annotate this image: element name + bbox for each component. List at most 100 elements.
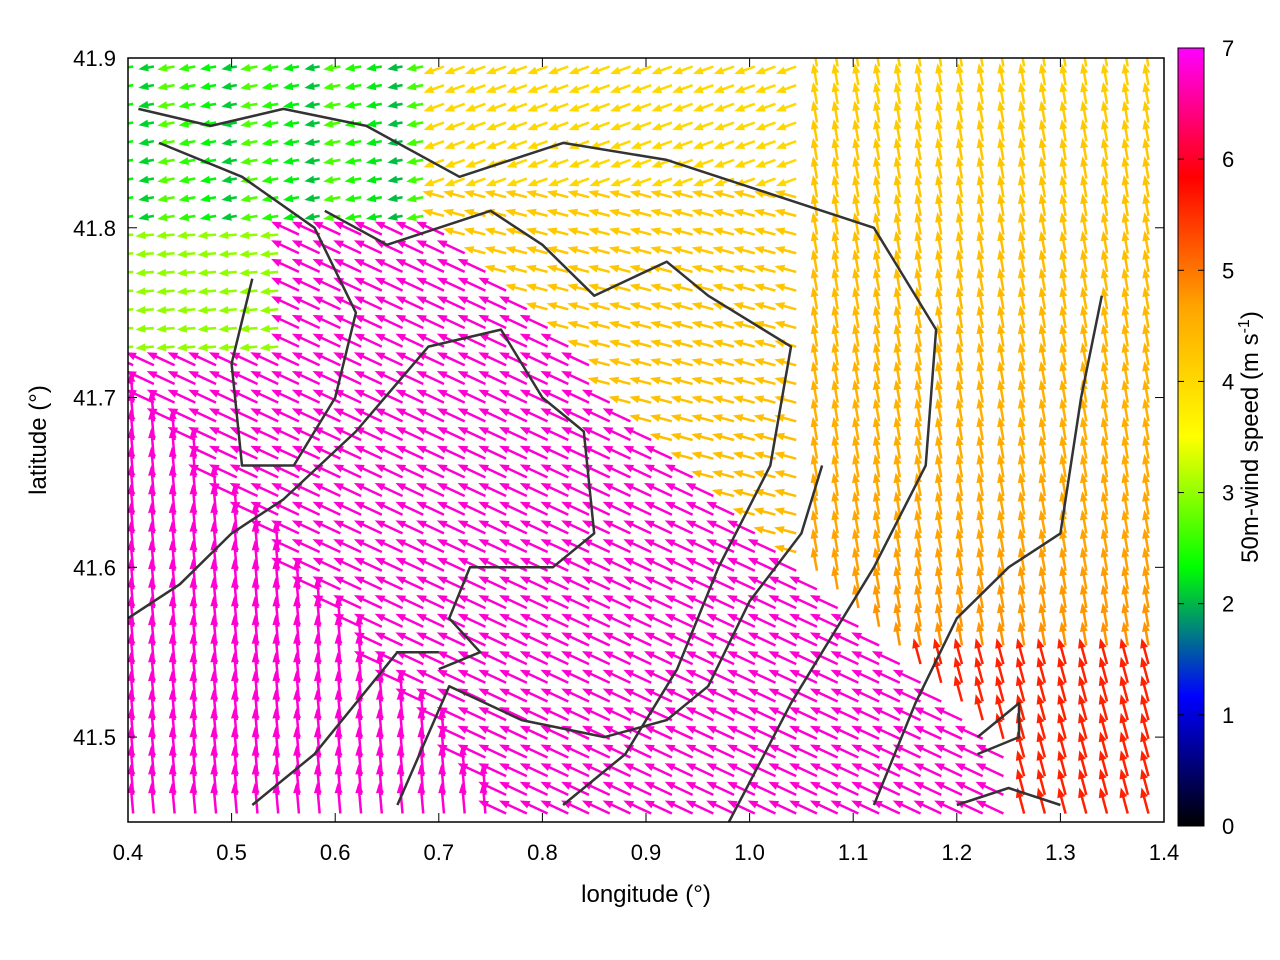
colorbar-tick-label: 2 <box>1222 592 1234 617</box>
wind-arrow-head <box>732 395 744 404</box>
wind-arrow-head <box>1038 249 1047 260</box>
wind-arrow-head <box>602 483 614 491</box>
wind-arrow-head <box>395 688 407 697</box>
wind-arrow-head <box>457 258 469 267</box>
wind-arrow-head <box>396 670 405 682</box>
wind-arrow-head <box>561 445 572 454</box>
wind-arrow-head <box>499 744 510 753</box>
wind-arrow-head <box>602 445 614 454</box>
wind-arrow-head <box>1142 81 1151 93</box>
y-tick-label: 41.8 <box>73 216 116 241</box>
wind-arrow-head <box>650 302 661 310</box>
wind-arrow-head <box>138 213 149 221</box>
wind-arrow-head <box>261 82 273 91</box>
wind-arrow-head <box>753 283 765 292</box>
wind-arrow-head <box>706 781 717 790</box>
wind-arrow-head <box>871 744 883 753</box>
wind-arrow-head <box>387 119 398 128</box>
wind-arrow-head <box>457 707 469 715</box>
wind-arrow-head <box>1140 638 1148 649</box>
wind-arrow-head <box>610 104 621 112</box>
wind-arrow-head <box>229 501 241 510</box>
wind-arrow-head <box>852 565 860 577</box>
wind-arrow-head <box>810 509 819 521</box>
wind-arrow-head <box>333 333 344 342</box>
wind-arrow-head <box>1057 787 1066 799</box>
wind-arrow-head <box>753 320 765 329</box>
wind-arrow-head <box>519 800 531 809</box>
wind-arrow-head <box>291 557 303 566</box>
wind-arrow-head <box>830 781 842 790</box>
wind-arrow-head <box>353 501 365 510</box>
wind-arrow-head <box>1059 454 1068 465</box>
wind-arrow-head <box>353 352 365 361</box>
wind-arrow-head <box>395 501 407 510</box>
wind-arrow-head <box>789 781 800 790</box>
wind-arrow-head <box>997 379 1005 391</box>
colorbar-tick-label: 0 <box>1222 814 1234 839</box>
wind-arrow-head <box>146 408 158 417</box>
wind-arrow-head <box>1142 565 1150 577</box>
wind-arrow-head <box>457 763 469 771</box>
wind-arrow-head <box>1080 342 1088 353</box>
wind-arrow-head <box>423 66 435 75</box>
wind-arrow-head <box>852 249 861 260</box>
wind-arrow-head <box>416 427 427 435</box>
wind-arrow-head <box>333 240 344 249</box>
wind-arrow-shaft <box>1145 58 1150 67</box>
wind-arrow-head <box>1038 379 1047 391</box>
wind-arrow-head <box>271 277 282 286</box>
wind-arrow-head <box>871 651 883 659</box>
wind-arrow-head <box>644 445 655 454</box>
wind-arrow-head <box>1100 119 1109 130</box>
wind-arrow-head <box>271 557 282 566</box>
wind-arrow-head <box>629 376 640 385</box>
wind-arrow-head <box>259 324 270 333</box>
wind-arrow-head <box>250 352 262 361</box>
wind-arrow-head <box>221 63 232 72</box>
wind-arrow-head <box>602 669 614 678</box>
wind-arrow-head <box>831 342 840 353</box>
wind-arrow-head <box>712 432 723 441</box>
wind-arrow-head <box>1059 212 1068 223</box>
wind-arrow-head <box>1119 656 1128 668</box>
wind-arrow-head <box>713 66 725 75</box>
wind-arrow-head <box>664 613 676 622</box>
wind-arrow-head <box>1018 174 1026 186</box>
wind-arrow-head <box>561 408 572 417</box>
wind-arrow-head <box>416 707 427 715</box>
wind-arrow-head <box>1038 63 1047 74</box>
wind-arrow-head <box>464 178 476 187</box>
wind-arrow-head <box>768 651 780 659</box>
wind-arrow-head <box>540 408 552 417</box>
wind-arrow-head <box>395 258 407 267</box>
wind-arrow-head <box>135 287 146 296</box>
wind-arrow-head <box>997 323 1006 335</box>
wind-arrow-head <box>934 491 943 502</box>
wind-arrow-head <box>527 141 538 149</box>
wind-arrow-head <box>691 208 703 217</box>
wind-arrow-head <box>457 445 469 454</box>
wind-arrow-head <box>623 483 635 491</box>
wind-arrow-head <box>602 632 614 641</box>
wind-arrow-head <box>997 156 1006 167</box>
wind-arrow-head <box>974 638 983 649</box>
wind-arrow-head <box>753 507 764 516</box>
wind-arrow-head <box>685 800 697 809</box>
wind-arrow-head <box>1121 212 1130 223</box>
wind-arrow-head <box>1121 565 1130 577</box>
wind-arrow-head <box>478 669 489 678</box>
wind-arrow-head <box>525 264 537 273</box>
wind-arrow-head <box>913 800 925 809</box>
wind-arrow-head <box>478 595 489 603</box>
wind-arrow-head <box>1038 286 1047 298</box>
wind-arrow-head <box>873 156 881 167</box>
wind-arrow-head <box>561 688 572 697</box>
wind-arrow-head <box>914 156 923 167</box>
wind-arrow-head <box>561 613 572 622</box>
wind-arrow-head <box>239 324 250 333</box>
wind-arrow-head <box>436 296 448 305</box>
wind-arrow-head <box>1119 731 1128 743</box>
wind-arrow-head <box>505 264 516 273</box>
